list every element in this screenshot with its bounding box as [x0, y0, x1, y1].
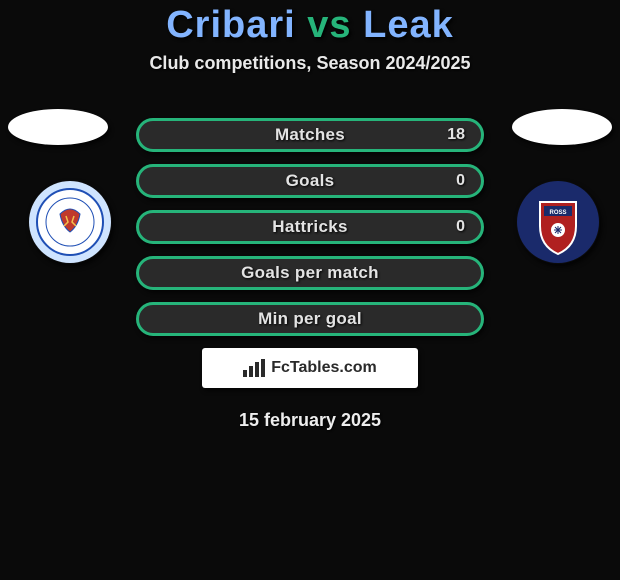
stat-bar-hattricks: Hattricks 0	[136, 210, 484, 244]
player1-avatar	[8, 109, 108, 145]
stat-bar-goals: Goals 0	[136, 164, 484, 198]
stat-bar-goals-per-match: Goals per match	[136, 256, 484, 290]
stat-label: Goals	[139, 167, 481, 195]
club-badge-right: ROSS	[516, 180, 600, 264]
vs-text: vs	[307, 4, 351, 46]
stat-right-value: 18	[447, 121, 465, 149]
stat-bar-matches: Matches 18	[136, 118, 484, 152]
stat-right-value: 0	[456, 167, 465, 195]
stats-column: Matches 18 Goals 0 Hattricks 0 Goals per…	[136, 118, 484, 431]
brand-text: FcTables.com	[271, 359, 377, 377]
stat-label: Matches	[139, 121, 481, 149]
stat-right-value: 0	[456, 213, 465, 241]
comparison-date: 15 february 2025	[136, 410, 484, 431]
subtitle: Club competitions, Season 2024/2025	[0, 53, 620, 74]
player1-name: Cribari	[166, 4, 295, 46]
rangers-crest-icon	[28, 180, 112, 264]
bar-chart-icon	[243, 359, 265, 377]
stat-bar-min-per-goal: Min per goal	[136, 302, 484, 336]
ross-county-crest-icon: ROSS	[516, 180, 600, 264]
svg-text:ROSS: ROSS	[549, 210, 566, 216]
brand-box[interactable]: FcTables.com	[202, 348, 418, 388]
player2-avatar	[512, 109, 612, 145]
player2-name: Leak	[363, 4, 454, 46]
stat-label: Goals per match	[139, 259, 481, 287]
stat-label: Min per goal	[139, 305, 481, 333]
stat-label: Hattricks	[139, 213, 481, 241]
comparison-card: Cribari vs Leak Club competitions, Seaso…	[0, 0, 620, 580]
club-badge-left	[28, 180, 112, 264]
page-title: Cribari vs Leak	[0, 4, 620, 47]
